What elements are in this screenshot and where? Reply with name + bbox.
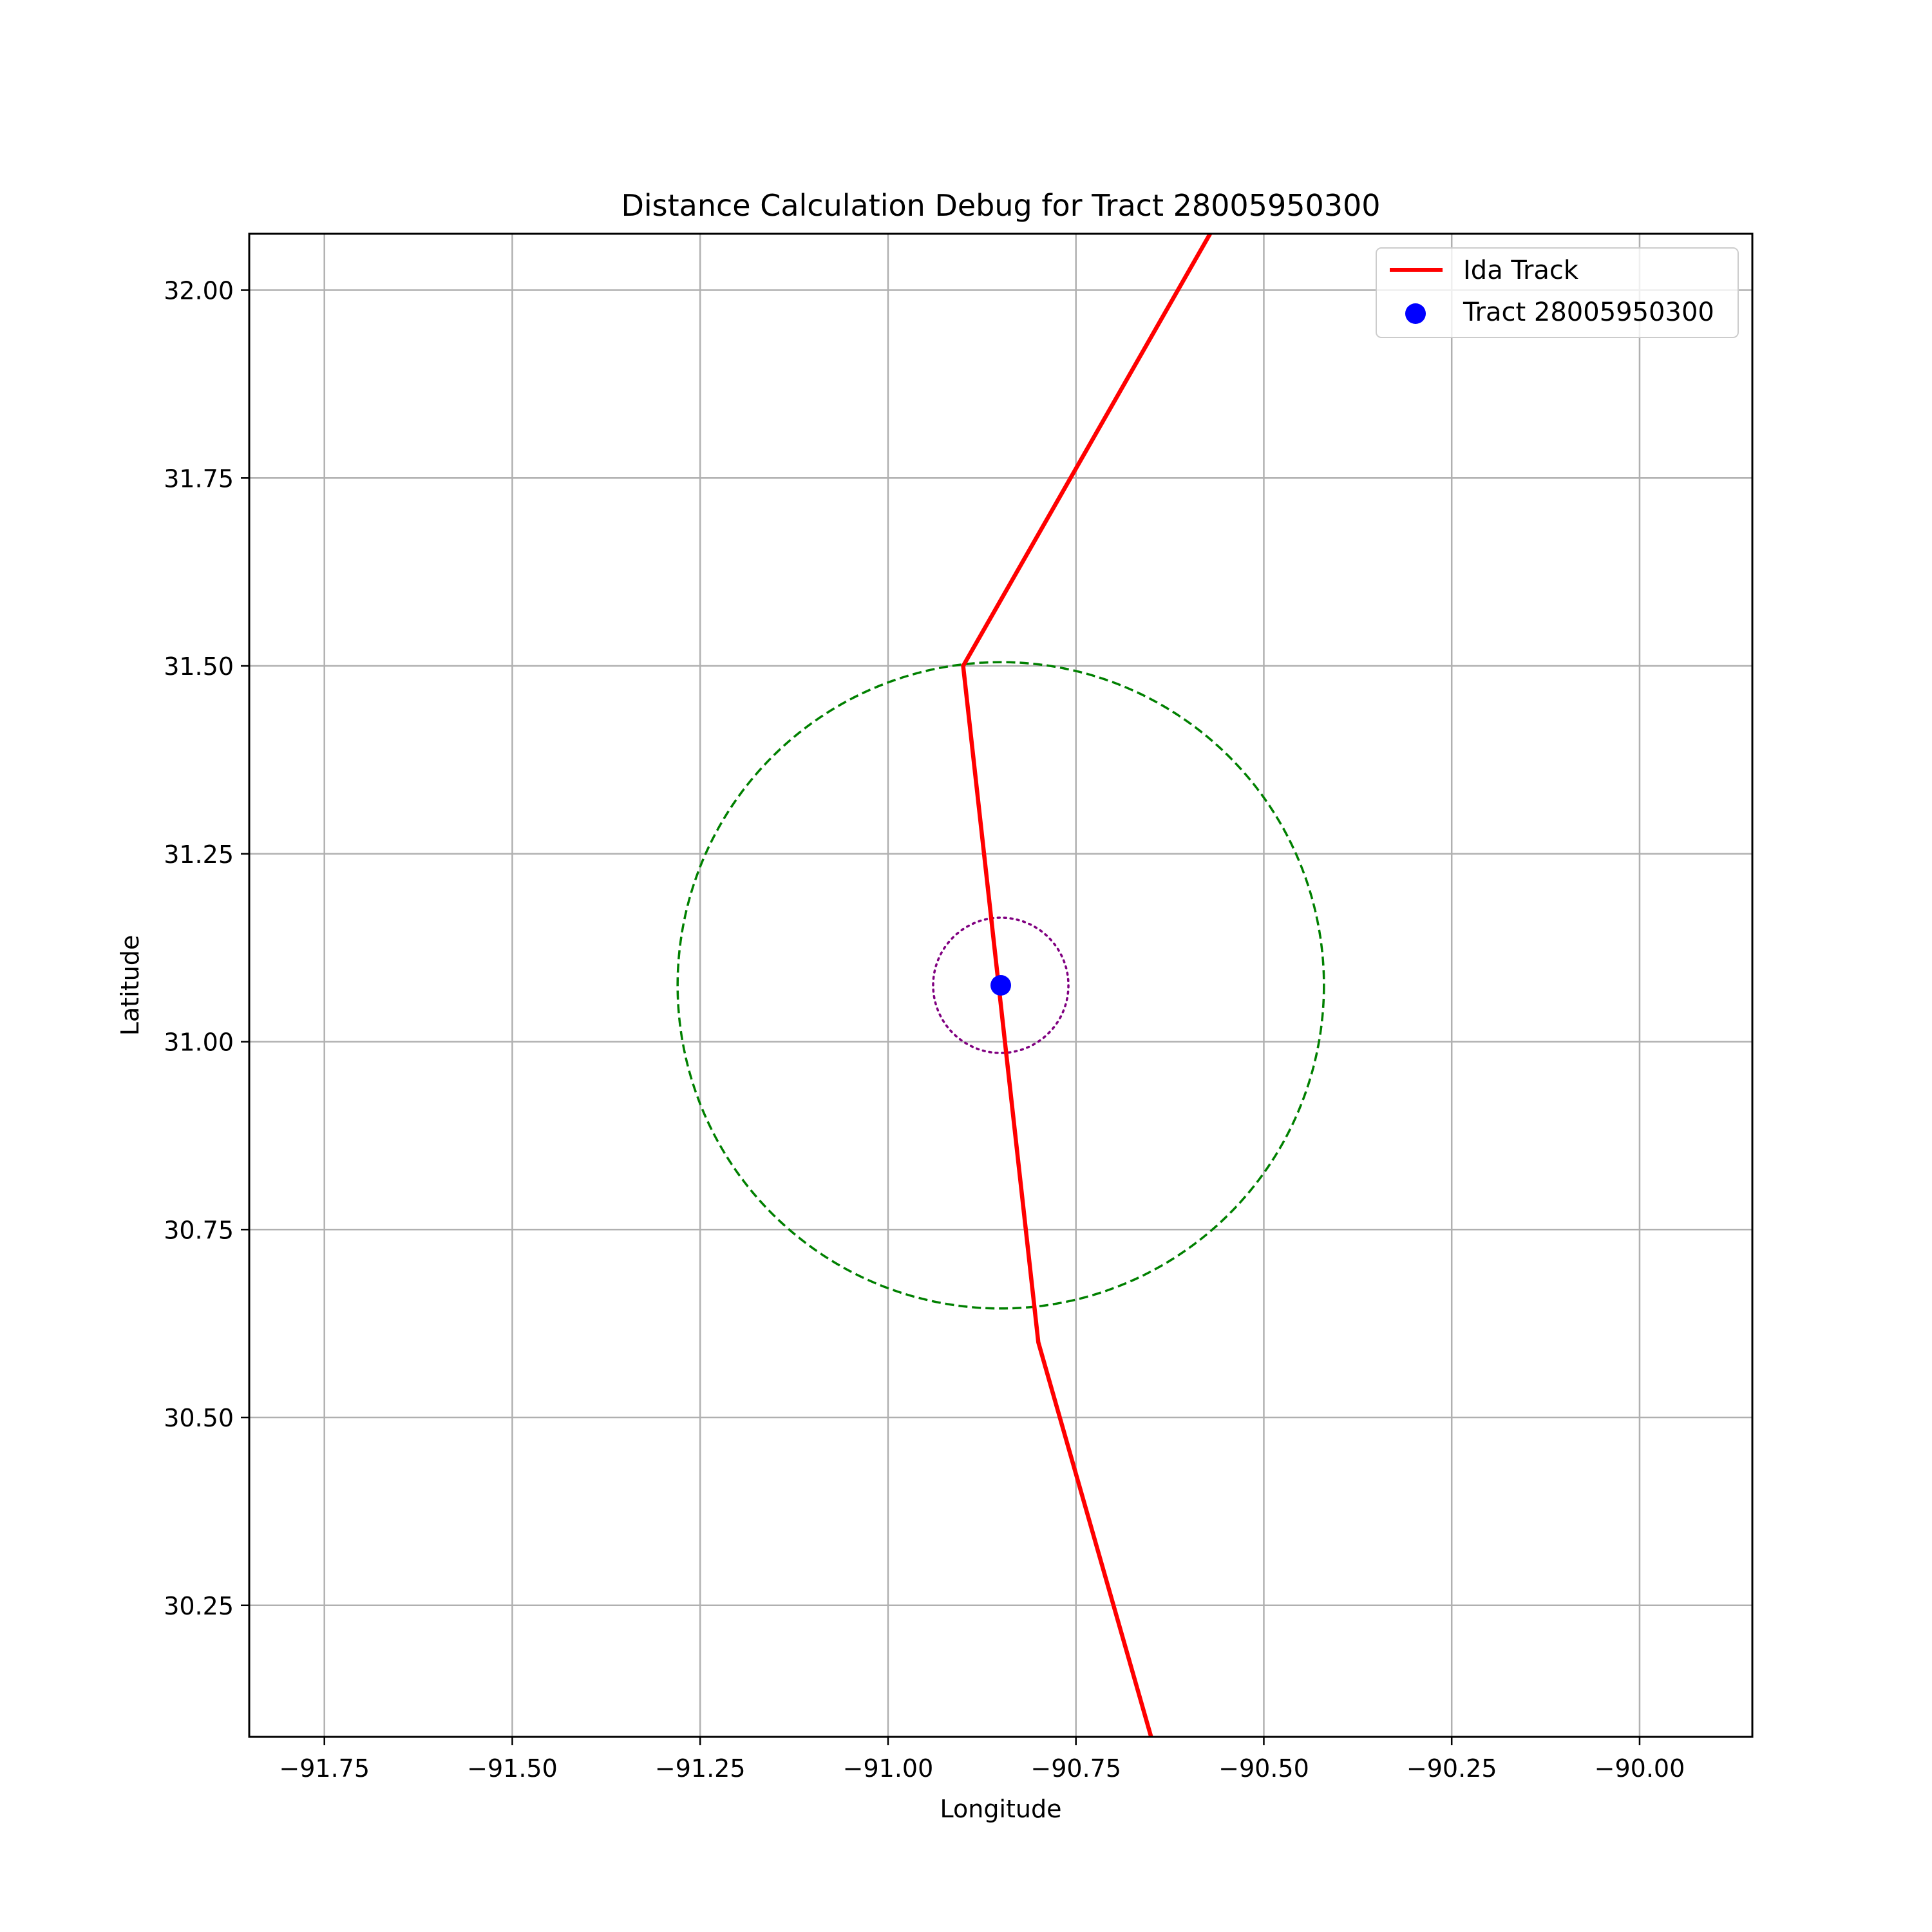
y-tick-label: 31.25: [164, 840, 234, 869]
x-tick-label: −91.50: [467, 1754, 558, 1783]
x-tick-label: −91.25: [655, 1754, 746, 1783]
legend-ida-track-label: Ida Track: [1463, 256, 1579, 285]
y-tick-label: 31.75: [164, 464, 234, 493]
x-axis-label: Longitude: [940, 1795, 1062, 1823]
x-tick-label: −90.00: [1595, 1754, 1685, 1783]
y-tick-label: 30.25: [164, 1592, 234, 1620]
y-tick-label: 32.00: [164, 277, 234, 305]
legend: Ida Track Tract 28005950300: [1376, 247, 1739, 338]
plot-frame: [248, 232, 1754, 1738]
chart-title: Distance Calculation Debug for Tract 280…: [621, 188, 1380, 223]
x-tick-label: −90.75: [1030, 1754, 1121, 1783]
x-tick-label: −90.50: [1218, 1754, 1309, 1783]
tract-point: [990, 975, 1011, 996]
x-tick-label: −91.75: [279, 1754, 370, 1783]
y-tick-label: 31.50: [164, 652, 234, 681]
ida-track-line: [961, 234, 1213, 1737]
x-tick-label: −90.25: [1406, 1754, 1497, 1783]
distance-circles: [676, 661, 1325, 1310]
y-tick-label: 30.75: [164, 1216, 234, 1244]
ticks: −91.75 −91.50 −91.25 −91.00 −90.75 −90.50 −90.…: [164, 277, 1685, 1783]
y-tick-label: 30.50: [164, 1404, 234, 1432]
legend-tract-swatch: [1405, 303, 1426, 324]
grid: [249, 234, 1752, 1737]
y-axis-label: Latitude: [116, 935, 144, 1036]
y-tick-label: 31.00: [164, 1028, 234, 1057]
legend-tract-label: Tract 28005950300: [1463, 298, 1714, 327]
legend-box: [1376, 247, 1739, 338]
series-layer: [961, 234, 1213, 1737]
outer-radius-circle: [676, 661, 1325, 1310]
inner-radius-circle: [932, 916, 1070, 1054]
x-tick-label: −91.00: [843, 1754, 934, 1783]
